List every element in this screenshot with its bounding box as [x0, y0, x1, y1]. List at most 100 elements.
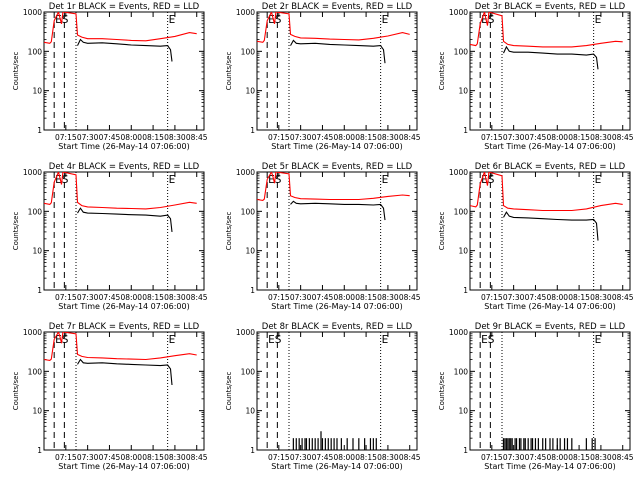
x-axis-label: Start Time (26-May-14 07:06:00) [271, 462, 402, 471]
y-tick-label: 100 [241, 47, 256, 56]
y-tick-label: 10 [245, 87, 255, 96]
x-tick-label: 08:45 [186, 453, 208, 462]
x-axis-label: Start Time (26-May-14 07:06:00) [58, 302, 189, 311]
plot-frame [469, 331, 631, 451]
chart-panel-5: Det 5r BLACK = Events, RED = LLD 1 10 100 10… [225, 162, 421, 311]
x-tick-label: 08:45 [612, 133, 634, 142]
x-tick-label: 08:45 [612, 453, 634, 462]
x-tick-label: 07:30 [503, 293, 525, 302]
x-tick-label: 07:30 [77, 133, 99, 142]
x-tick-label: 07:45 [312, 453, 334, 462]
chart-title: Det 8r BLACK = Events, RED = LLD [262, 322, 413, 332]
x-tick-label: 07:45 [525, 133, 547, 142]
y-tick-label: 1000 [236, 8, 255, 17]
chart-title: Det 9r BLACK = Events, RED = LLD [475, 322, 626, 332]
marker-label: E [595, 334, 602, 346]
chart-panel-1: Det 1r BLACK = Events, RED = LLD 1 10 100 10… [12, 2, 208, 151]
x-axis-label: Start Time (26-May-14 07:06:00) [58, 462, 189, 471]
y-tick-label: 100 [28, 47, 43, 56]
x-tick-label: 08:00 [546, 293, 568, 302]
y-tick-label: 10 [245, 247, 255, 256]
y-tick-label: 10 [458, 87, 468, 96]
x-tick-label: 08:00 [546, 133, 568, 142]
x-tick-label: 07:15 [55, 293, 77, 302]
series-line-lld [257, 172, 410, 201]
series-line-events [77, 38, 173, 62]
x-tick-label: 08:30 [590, 453, 612, 462]
x-tick-label: 08:30 [164, 293, 186, 302]
x-tick-label: 07:45 [99, 133, 121, 142]
x-tick-label: 08:00 [333, 293, 355, 302]
x-tick-label: 07:45 [525, 293, 547, 302]
y-tick-label: 1 [463, 446, 468, 455]
x-tick-label: 08:30 [164, 453, 186, 462]
marker-label: ES [481, 334, 495, 346]
y-tick-label: 1 [37, 446, 42, 455]
x-tick-label: 08:45 [399, 293, 421, 302]
x-axis-label: Start Time (26-May-14 07:06:00) [58, 142, 189, 151]
y-tick-label: 1000 [449, 8, 468, 17]
y-axis-label: Counts/sec [438, 212, 446, 251]
chart-title: Det 3r BLACK = Events, RED = LLD [475, 2, 626, 12]
chart-title: Det 6r BLACK = Events, RED = LLD [475, 162, 626, 172]
marker-label: E [382, 334, 389, 346]
x-tick-label: 08:15 [568, 133, 590, 142]
x-tick-label: 08:15 [355, 453, 377, 462]
marker-label: E [382, 174, 389, 186]
x-tick-label: 08:45 [399, 453, 421, 462]
chart-panel-3: Det 3r BLACK = Events, RED = LLD 1 10 100 10… [438, 2, 634, 151]
x-tick-label: 07:15 [268, 453, 290, 462]
x-tick-label: 08:00 [333, 133, 355, 142]
x-tick-label: 07:15 [268, 133, 290, 142]
series-line-events [503, 211, 599, 241]
y-tick-label: 1 [463, 286, 468, 295]
x-tick-label: 07:30 [503, 133, 525, 142]
marker-label: E [382, 14, 389, 26]
y-axis-label: Counts/sec [12, 52, 20, 91]
x-tick-label: 07:45 [99, 293, 121, 302]
marker-label: E [169, 174, 176, 186]
marker-label: E [595, 14, 602, 26]
y-tick-label: 10 [32, 87, 42, 96]
plot-frame [43, 331, 205, 451]
y-tick-label: 1000 [236, 168, 255, 177]
x-tick-label: 07:30 [290, 133, 312, 142]
plot-frame [43, 171, 205, 291]
x-tick-label: 08:00 [120, 453, 142, 462]
chart-title: Det 1r BLACK = Events, RED = LLD [49, 2, 200, 12]
x-tick-label: 07:30 [77, 293, 99, 302]
chart-panel-4: Det 4r BLACK = Events, RED = LLD 1 10 100 10… [12, 162, 208, 311]
x-tick-label: 08:30 [590, 293, 612, 302]
x-tick-label: 07:30 [503, 453, 525, 462]
x-tick-label: 08:30 [377, 453, 399, 462]
x-tick-label: 07:15 [268, 293, 290, 302]
chart-panel-9: Det 9r BLACK = Events, RED = LLD 1 10 100 10… [438, 322, 634, 471]
y-axis-label: Counts/sec [225, 372, 233, 411]
plot-frame [256, 171, 418, 291]
series-line-lld [44, 332, 197, 361]
plot-frame [43, 11, 205, 131]
y-tick-label: 1 [250, 126, 255, 135]
x-tick-label: 08:00 [120, 133, 142, 142]
x-tick-label: 07:15 [55, 453, 77, 462]
x-tick-label: 08:15 [142, 293, 164, 302]
y-tick-label: 10 [458, 407, 468, 416]
x-tick-label: 07:45 [312, 293, 334, 302]
y-axis-label: Counts/sec [438, 52, 446, 91]
series-line-lld [257, 12, 410, 43]
x-tick-label: 08:45 [399, 133, 421, 142]
y-tick-label: 10 [245, 407, 255, 416]
x-tick-label: 07:45 [312, 133, 334, 142]
y-tick-label: 1000 [449, 168, 468, 177]
y-tick-label: 1 [250, 446, 255, 455]
series-line-events [77, 358, 173, 386]
y-tick-label: 1000 [23, 328, 42, 337]
plot-frame [256, 331, 418, 451]
chart-title: Det 4r BLACK = Events, RED = LLD [49, 162, 200, 172]
y-tick-label: 100 [454, 367, 469, 376]
y-tick-label: 1000 [449, 328, 468, 337]
x-tick-label: 07:15 [55, 133, 77, 142]
x-tick-label: 08:15 [568, 293, 590, 302]
y-axis-label: Counts/sec [438, 372, 446, 411]
chart-title: Det 2r BLACK = Events, RED = LLD [262, 2, 413, 12]
